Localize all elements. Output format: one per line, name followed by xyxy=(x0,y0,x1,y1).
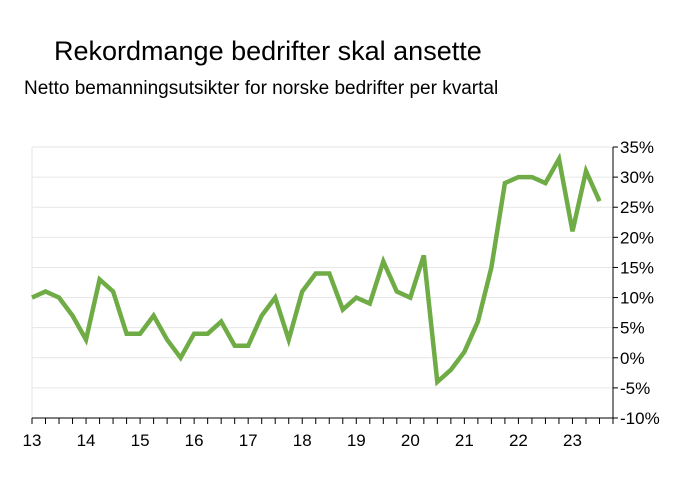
chart-title: Rekordmange bedrifter skal ansette xyxy=(54,36,482,66)
x-tick-label: 22 xyxy=(509,431,528,450)
y-tick-label: -10% xyxy=(620,409,660,428)
x-tick-label: 17 xyxy=(239,431,258,450)
series-line xyxy=(31,152,602,387)
y-tick-label: 35% xyxy=(620,138,654,157)
y-tick-label: 30% xyxy=(620,168,654,187)
y-tick-label: -5% xyxy=(620,379,650,398)
x-tick-label: 14 xyxy=(77,431,96,450)
tick-labels: 35% 30% 25% 20% 15% 10% 5% 0% -5% -10% 13 14 15 16 17 1… xyxy=(23,138,660,450)
x-tick-label: 16 xyxy=(185,431,204,450)
y-tick-label: 20% xyxy=(620,228,654,247)
series-layer xyxy=(31,152,602,387)
x-tick-label: 15 xyxy=(131,431,150,450)
x-tick-label: 21 xyxy=(455,431,474,450)
y-tick-label: 10% xyxy=(620,289,654,308)
y-tick-label: 5% xyxy=(620,319,645,338)
x-tick-label: 18 xyxy=(293,431,312,450)
axes xyxy=(31,146,618,424)
chart-subtitle: Netto bemanningsutsikter for norske bedr… xyxy=(24,78,499,99)
gridlines xyxy=(31,146,613,418)
x-tick-label: 19 xyxy=(347,431,366,450)
y-tick-label: 0% xyxy=(620,349,645,368)
x-tick-label: 23 xyxy=(563,431,582,450)
y-tick-label: 15% xyxy=(620,258,654,277)
x-tick-label: 13 xyxy=(23,431,42,450)
x-tick-label: 20 xyxy=(401,431,420,450)
y-tick-label: 25% xyxy=(620,198,654,217)
